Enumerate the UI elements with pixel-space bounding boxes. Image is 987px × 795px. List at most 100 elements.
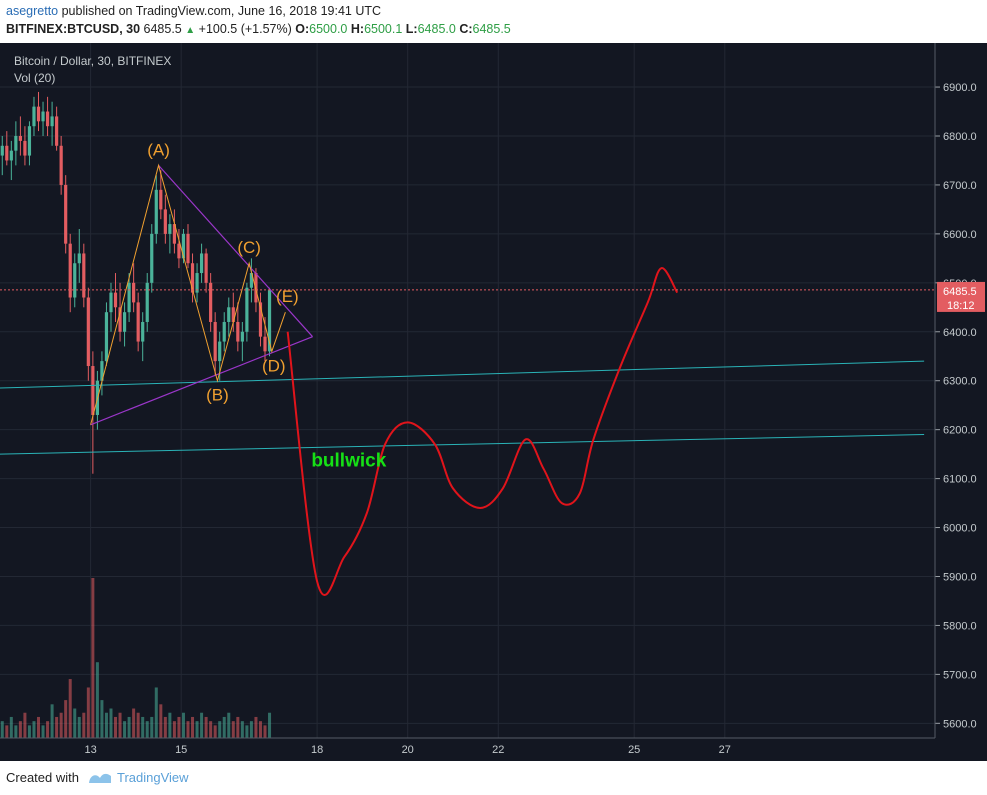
- candle-body: [50, 116, 54, 127]
- volume-bar: [50, 704, 54, 738]
- y-tick-label: 6900.0: [943, 82, 977, 94]
- volume-bar: [159, 704, 163, 738]
- candle-body: [59, 145, 63, 185]
- volume-bar: [64, 700, 68, 738]
- candle-body: [204, 253, 208, 283]
- volume-bar: [5, 725, 9, 738]
- footer: Created with TradingView: [0, 761, 987, 795]
- trendline-lower: [0, 434, 925, 455]
- volume-bar: [163, 716, 167, 738]
- y-tick-label: 6700.0: [943, 180, 977, 192]
- volume-bar: [86, 687, 90, 738]
- open-value: 6500.0: [309, 22, 348, 36]
- candle-body: [249, 273, 254, 288]
- candle-body: [227, 307, 231, 322]
- volume-bar: [41, 725, 45, 738]
- volume-bar: [109, 708, 113, 738]
- volume-bar: [254, 716, 258, 738]
- y-tick-label: 6800.0: [943, 131, 977, 143]
- volume-bar: [68, 679, 72, 738]
- published-text: published on TradingView.com, June 16, 2…: [61, 4, 382, 18]
- trendline-upper: [0, 360, 925, 389]
- candle-body: [64, 184, 68, 244]
- close-label: C:: [459, 22, 473, 36]
- volume-bar: [177, 716, 181, 738]
- volume-bar: [195, 721, 199, 738]
- last-price: 6485.5: [143, 22, 182, 36]
- chart-title: Bitcoin / Dollar, 30, BITFINEX: [14, 54, 171, 68]
- chart-background: [0, 43, 987, 761]
- candle-body: [181, 233, 186, 259]
- author-link[interactable]: asegretto: [6, 4, 59, 18]
- open-label: O:: [295, 22, 310, 36]
- candle-body: [172, 224, 177, 244]
- high-value: 6500.1: [364, 22, 403, 36]
- low-label: L:: [405, 22, 418, 36]
- volume-bar: [14, 725, 18, 738]
- tradingview-link[interactable]: TradingView: [117, 770, 189, 785]
- candle-body: [240, 331, 244, 342]
- volume-label: Vol (20): [14, 71, 55, 85]
- y-tick-label: 6100.0: [943, 474, 977, 486]
- candle-body: [195, 273, 199, 293]
- candle-body: [145, 282, 149, 322]
- candle-body: [23, 140, 27, 156]
- price-chart[interactable]: (A) (B) (C) (D) (E) bullwick 6900.0 6800.0 6700…: [0, 43, 987, 761]
- volume-bar: [245, 725, 249, 738]
- wave-label: (C): [237, 238, 261, 257]
- volume-bar: [172, 721, 176, 738]
- candle-body: [258, 302, 263, 337]
- volume-bar: [181, 712, 185, 738]
- candle-body: [136, 302, 140, 342]
- wave-label: (B): [206, 386, 229, 405]
- candle-body: [177, 243, 181, 259]
- volume-bar: [114, 716, 118, 738]
- candle-body: [73, 263, 77, 298]
- candle-body: [122, 312, 127, 332]
- volume-bar: [191, 716, 195, 738]
- x-tick-label: 25: [628, 744, 640, 756]
- x-tick-label: 15: [175, 744, 187, 756]
- volume-bar: [73, 708, 77, 738]
- y-tick-label: 6300.0: [943, 376, 977, 388]
- x-tick-label: 13: [84, 744, 96, 756]
- wave-label: (D): [262, 356, 286, 375]
- volume-bar: [227, 712, 231, 738]
- candle-body: [245, 287, 249, 332]
- volume-bar: [95, 662, 99, 738]
- chart-area[interactable]: (A) (B) (C) (D) (E) bullwick 6900.0 6800.0 6700…: [0, 43, 987, 761]
- volume-bar: [37, 716, 41, 738]
- abcde-wave-path: [90, 163, 286, 425]
- high-label: H:: [350, 22, 365, 36]
- volume-bar: [186, 721, 190, 738]
- tradingview-logo-icon[interactable]: [88, 769, 112, 785]
- candle-body: [55, 116, 59, 146]
- candle-body: [199, 253, 204, 274]
- volume-bar: [0, 721, 4, 738]
- volume-bar: [91, 578, 95, 738]
- low-value: 6485.0: [417, 22, 456, 36]
- last-price-tag: [937, 281, 985, 312]
- volume-bar: [263, 725, 267, 738]
- volume-bar: [154, 687, 158, 738]
- volume-bar: [132, 708, 136, 738]
- symbol-label: BITFINEX:BTCUSD, 30: [6, 22, 141, 36]
- volume-bar: [59, 712, 63, 738]
- volume-bar: [118, 712, 122, 738]
- bullwick-annotation: bullwick: [311, 450, 386, 471]
- candle-body: [113, 292, 118, 308]
- candle-body: [118, 307, 122, 332]
- candle-body: [91, 366, 95, 415]
- volume-bar: [268, 712, 272, 738]
- candle-body: [154, 189, 158, 234]
- volume-bar: [82, 712, 86, 738]
- volume-bar: [32, 721, 36, 738]
- ohlc-line: BITFINEX:BTCUSD, 30 6485.5 ▲ +100.5 (+1.…: [6, 22, 511, 36]
- volume-bar: [236, 716, 240, 738]
- x-tick-label: 18: [311, 744, 323, 756]
- candle-body: [14, 135, 18, 151]
- candle-body: [190, 263, 195, 293]
- publication-header: asegretto published on TradingView.com, …: [0, 0, 987, 40]
- y-tick-label: 6200.0: [943, 425, 977, 437]
- candle-body: [186, 233, 190, 264]
